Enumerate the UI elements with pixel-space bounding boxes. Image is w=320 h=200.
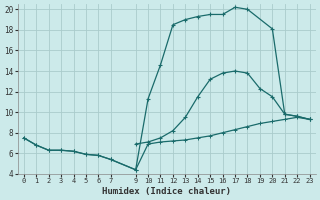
X-axis label: Humidex (Indice chaleur): Humidex (Indice chaleur) — [102, 187, 231, 196]
